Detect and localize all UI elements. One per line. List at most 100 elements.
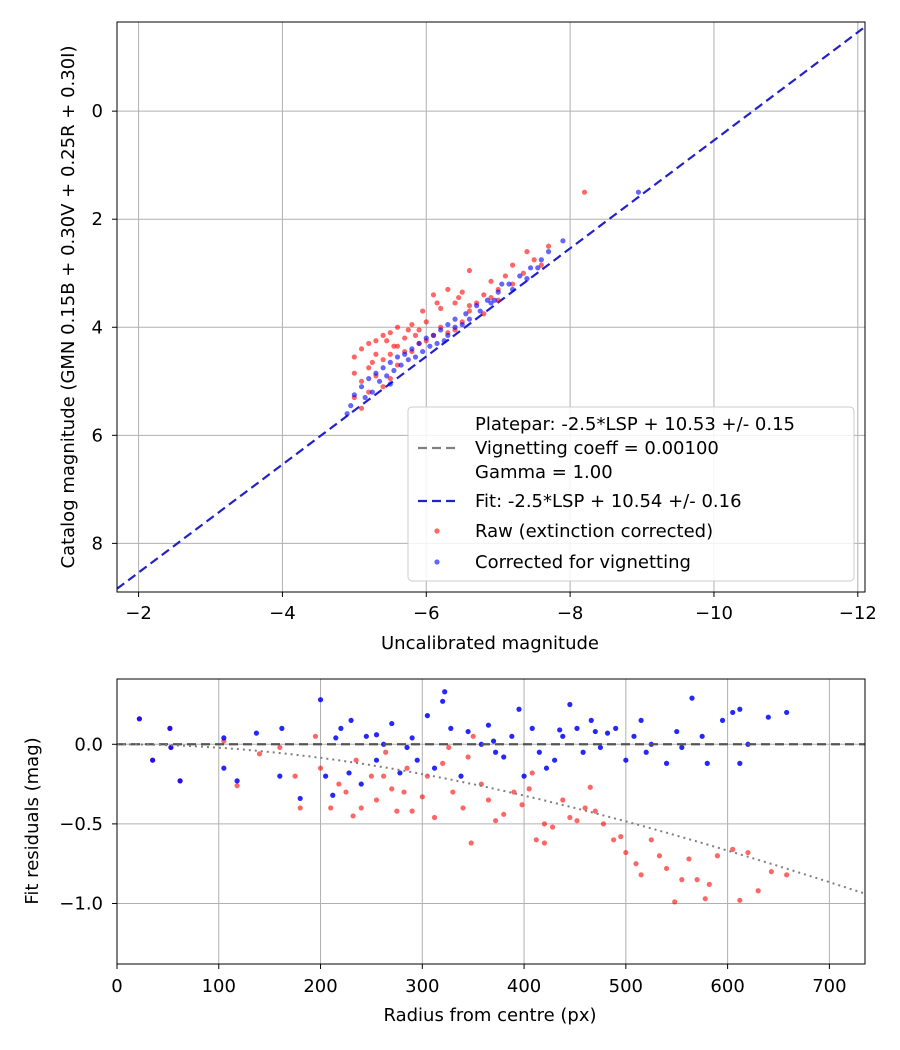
corrected-residual-point: [597, 744, 604, 751]
top-y-tick-label: 0: [92, 101, 103, 122]
raw-point: [409, 321, 415, 328]
raw-residual-point: [702, 896, 708, 902]
corrected-point: [380, 365, 386, 371]
raw-point: [380, 357, 386, 363]
chart-top: −2 −4 −6 −8 −10 −12 0 2 4 6 8 Uncalibrated magnit…: [58, 21, 877, 654]
top-axes-frame: [116, 21, 866, 593]
raw-point: [358, 405, 365, 411]
raw-point: [394, 343, 401, 349]
raw-point: [466, 303, 473, 309]
raw-residual-point: [404, 765, 410, 771]
raw-residual-point: [656, 853, 663, 859]
corrected-point: [545, 249, 552, 255]
raw-point: [430, 292, 437, 298]
bottom-x-tick-label: 300: [405, 976, 439, 997]
corrected-point: [376, 378, 383, 384]
corrected-point: [517, 273, 523, 279]
corrected-residual-point: [623, 757, 629, 763]
raw-point: [545, 243, 552, 249]
raw-point: [538, 262, 544, 268]
raw-residual-point: [256, 751, 263, 757]
raw-residual-point: [714, 853, 721, 859]
raw-residual-point: [623, 849, 629, 856]
top-y-tick-label: 6: [92, 425, 103, 446]
top-y-tick-label: 4: [92, 317, 103, 338]
legend-raw-label: Raw (extinction corrected): [475, 521, 713, 542]
raw-residual-point: [460, 805, 466, 811]
raw-residual-point: [600, 821, 607, 827]
corrected-point: [452, 324, 458, 330]
corrected-residual-point: [330, 792, 336, 798]
raw-residual-point: [419, 794, 425, 800]
corrected-point: [405, 357, 411, 363]
raw-point: [509, 281, 516, 287]
bottom-corrected-points: [136, 689, 790, 802]
raw-point: [387, 330, 393, 336]
corrected-point: [527, 265, 534, 271]
corrected-residual-point: [221, 765, 227, 771]
bottom-y-tick-label: −0.5: [59, 814, 103, 835]
corrected-point: [635, 189, 642, 195]
corrected-residual-point: [536, 749, 542, 755]
raw-residual-point: [383, 749, 389, 755]
corrected-point: [362, 394, 368, 401]
corrected-residual-point: [490, 738, 497, 744]
corrected-residual-point: [737, 760, 743, 766]
corrected-point: [459, 321, 465, 328]
corrected-residual-point: [234, 778, 240, 784]
corrected-residual-point: [333, 735, 339, 741]
corrected-residual-point: [373, 732, 380, 738]
corrected-residual-point: [348, 717, 354, 723]
corrected-residual-point: [501, 754, 507, 760]
corrected-residual-point: [424, 713, 430, 719]
corrected-residual-point: [346, 770, 352, 776]
top-y-axis-label: Catalog magnitude (GMN 0.15B + 0.30V + 0…: [58, 45, 79, 568]
corrected-residual-point: [440, 698, 446, 704]
bottom-x-tick-label: 200: [303, 976, 337, 997]
corrected-residual-point: [297, 795, 303, 802]
top-y-tick-label: 2: [92, 209, 103, 230]
raw-point: [387, 375, 393, 382]
top-corrected-points: [344, 189, 642, 417]
bottom-x-tick-label: 100: [202, 976, 236, 997]
corrected-residual-point: [557, 727, 563, 733]
raw-residual-point: [618, 834, 624, 840]
corrected-point: [423, 335, 429, 341]
corrected-residual-point: [167, 725, 173, 731]
top-x-axis-label: Uncalibrated magnitude: [381, 633, 599, 654]
raw-point: [384, 338, 390, 344]
raw-point: [456, 294, 462, 301]
legend-platepar-label: Platepar: -2.5*LSP + 10.53 +/- 0.15: [475, 414, 795, 435]
corrected-point: [366, 375, 372, 382]
corrected-residual-point: [560, 733, 566, 739]
raw-residual-point: [768, 869, 774, 875]
raw-residual-point: [526, 786, 532, 792]
raw-residual-point: [679, 877, 685, 883]
raw-point: [373, 338, 379, 344]
bottom-y-ticks: 0.0 −0.5 −1.0: [59, 734, 117, 914]
raw-point: [380, 384, 386, 390]
top-y-ticks: 0 2 4 6 8: [92, 101, 117, 554]
corrected-point: [358, 384, 365, 390]
raw-residual-point: [567, 814, 573, 821]
bottom-x-tick-label: 700: [812, 976, 846, 997]
corrected-residual-point: [323, 773, 329, 779]
top-x-tick-label: −8: [557, 603, 584, 624]
legend-gamma-label: Gamma = 1.00: [475, 462, 613, 483]
raw-residual-point: [672, 899, 678, 905]
raw-residual-point: [638, 872, 644, 878]
raw-point: [373, 351, 379, 357]
raw-residual-point: [686, 856, 692, 862]
corrected-point: [391, 367, 397, 374]
corrected-residual-point: [338, 725, 344, 731]
corrected-residual-point: [516, 706, 522, 712]
corrected-point: [434, 340, 440, 347]
raw-point: [481, 292, 487, 298]
raw-residual-point: [409, 808, 415, 814]
raw-residual-point: [450, 789, 456, 795]
corrected-residual-point: [663, 760, 670, 766]
raw-point: [434, 300, 440, 306]
raw-residual-point: [465, 754, 471, 760]
corrected-residual-point: [699, 733, 705, 739]
raw-residual-point: [745, 849, 751, 856]
